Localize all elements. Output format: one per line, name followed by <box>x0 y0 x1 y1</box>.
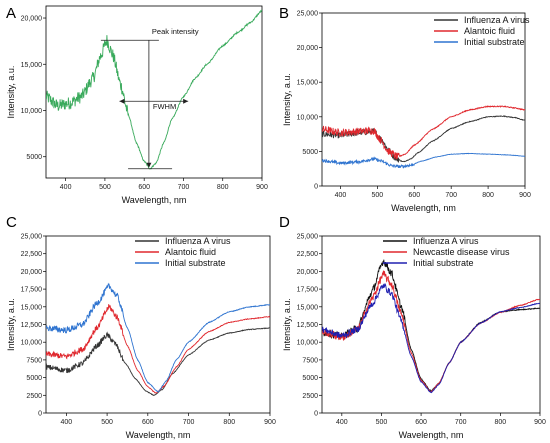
y-tick-label: 2500 <box>302 393 318 400</box>
y-tick-label: 10,000 <box>21 340 43 347</box>
x-tick-label: 500 <box>372 192 384 199</box>
y-tick-label: 5000 <box>302 375 318 382</box>
series-line-1 <box>322 259 540 392</box>
legend-entry: Influenza A virus <box>165 236 231 246</box>
legend-entry: Alantoic fluid <box>165 247 216 257</box>
y-tick-label: 0 <box>314 411 318 418</box>
y-tick-label: 7500 <box>26 357 42 364</box>
x-tick-label: 800 <box>495 419 507 426</box>
y-tick-label: 10,000 <box>21 108 43 115</box>
x-axis-title: Wavelength, nm <box>122 195 187 205</box>
series-line-2 <box>46 304 270 394</box>
x-tick-label: 900 <box>256 184 268 191</box>
series-line-1 <box>46 327 270 396</box>
x-tick-label: 800 <box>482 192 494 199</box>
x-tick-label: 800 <box>223 419 235 426</box>
x-tick-label: 400 <box>335 192 347 199</box>
x-tick-label: 900 <box>519 192 531 199</box>
panel-letter: A <box>6 5 16 22</box>
y-tick-label: 20,000 <box>297 45 319 52</box>
x-tick-label: 800 <box>217 184 229 191</box>
y-tick-label: 20,000 <box>21 269 43 276</box>
y-axis-title: Intensity, a.u. <box>282 73 292 126</box>
legend-entry: Initial substrate <box>464 37 525 47</box>
x-tick-label: 600 <box>138 184 150 191</box>
fwhm-arrowhead-left <box>119 98 125 104</box>
y-tick-label: 0 <box>38 411 42 418</box>
x-tick-label: 400 <box>60 184 72 191</box>
y-tick-label: 20,000 <box>21 16 43 23</box>
series-line-1 <box>46 9 262 170</box>
x-tick-label: 400 <box>61 419 73 426</box>
y-tick-label: 12,500 <box>21 322 43 329</box>
legend-entry: Initial substrate <box>413 258 474 268</box>
fwhm-arrowhead-right <box>183 98 189 104</box>
x-tick-label: 900 <box>534 419 546 426</box>
panel-c: C 400 500 600 700 800 900 0 2500 5000 7500 10,000 12… <box>6 214 276 440</box>
legend-entry: Initial substrate <box>165 258 226 268</box>
y-tick-label: 7500 <box>302 357 318 364</box>
legend-entry: Influenza A virus <box>464 15 530 25</box>
plot-frame <box>45 5 263 179</box>
y-tick-label: 10,000 <box>297 340 319 347</box>
x-tick-label: 500 <box>101 419 113 426</box>
y-tick-label: 5000 <box>26 375 42 382</box>
legend-entry: Influenza A virus <box>413 236 479 246</box>
x-tick-label: 700 <box>455 419 467 426</box>
x-tick-label: 600 <box>142 419 154 426</box>
series-line-3 <box>322 283 540 394</box>
x-tick-label: 600 <box>408 192 420 199</box>
x-axis-title: Wavelength, nm <box>391 203 456 213</box>
y-tick-label: 17,500 <box>297 287 319 294</box>
x-tick-label: 500 <box>376 419 388 426</box>
plot-frame <box>321 12 526 187</box>
legend-entry: Newcastle disease virus <box>413 247 510 257</box>
y-tick-label: 10,000 <box>297 114 319 121</box>
y-axis-title: Intensity, a.u. <box>6 298 16 351</box>
y-tick-label: 20,000 <box>297 269 319 276</box>
y-tick-label: 15,000 <box>21 62 43 69</box>
series-line-3 <box>46 282 270 394</box>
y-tick-label: 12,500 <box>297 322 319 329</box>
y-tick-label: 15,000 <box>297 304 319 311</box>
y-tick-label: 2500 <box>26 393 42 400</box>
peak-intensity-label: Peak intensity <box>152 27 199 36</box>
peak-intensity-arrowhead <box>146 162 152 168</box>
y-tick-label: 25,000 <box>297 11 319 18</box>
y-tick-label: 25,000 <box>21 234 43 241</box>
y-tick-label: 15,000 <box>21 304 43 311</box>
x-tick-label: 700 <box>445 192 457 199</box>
y-axis-title: Intensity, a.u. <box>6 66 16 119</box>
series-line-2 <box>322 105 525 160</box>
x-tick-label: 400 <box>336 419 348 426</box>
series-line-3 <box>322 152 525 169</box>
y-tick-label: 0 <box>314 184 318 191</box>
y-tick-label: 15,000 <box>297 80 319 87</box>
panel-b: B 400 500 600 700 800 900 0 5000 10,000 15,000 20,0… <box>279 5 531 213</box>
y-tick-label: 25,000 <box>297 234 319 241</box>
series-line-1 <box>322 115 525 163</box>
x-tick-label: 600 <box>415 419 427 426</box>
y-tick-label: 5000 <box>26 154 42 161</box>
panel-letter: D <box>279 214 290 231</box>
x-tick-label: 700 <box>183 419 195 426</box>
panel-d: D 400 500 600 700 800 900 0 2500 5000 7500 10,000 12… <box>279 214 546 440</box>
fwhm-label: FWHM <box>153 102 176 111</box>
panel-letter: B <box>279 5 289 22</box>
y-axis-title: Intensity, a.u. <box>282 298 292 351</box>
x-tick-label: 900 <box>264 419 276 426</box>
legend-entry: Alantoic fluid <box>464 26 515 36</box>
y-tick-label: 5000 <box>302 149 318 156</box>
x-tick-label: 500 <box>99 184 111 191</box>
y-tick-label: 22,500 <box>297 251 319 258</box>
y-tick-label: 22,500 <box>21 251 43 258</box>
x-axis-title: Wavelength, nm <box>399 430 464 440</box>
x-tick-label: 700 <box>178 184 190 191</box>
x-axis-title: Wavelength, nm <box>126 430 191 440</box>
panel-letter: C <box>6 214 17 231</box>
y-tick-label: 17,500 <box>21 287 43 294</box>
panel-a: A 400 500 600 700 800 900 5000 10,000 15,000 20,00… <box>6 5 268 205</box>
